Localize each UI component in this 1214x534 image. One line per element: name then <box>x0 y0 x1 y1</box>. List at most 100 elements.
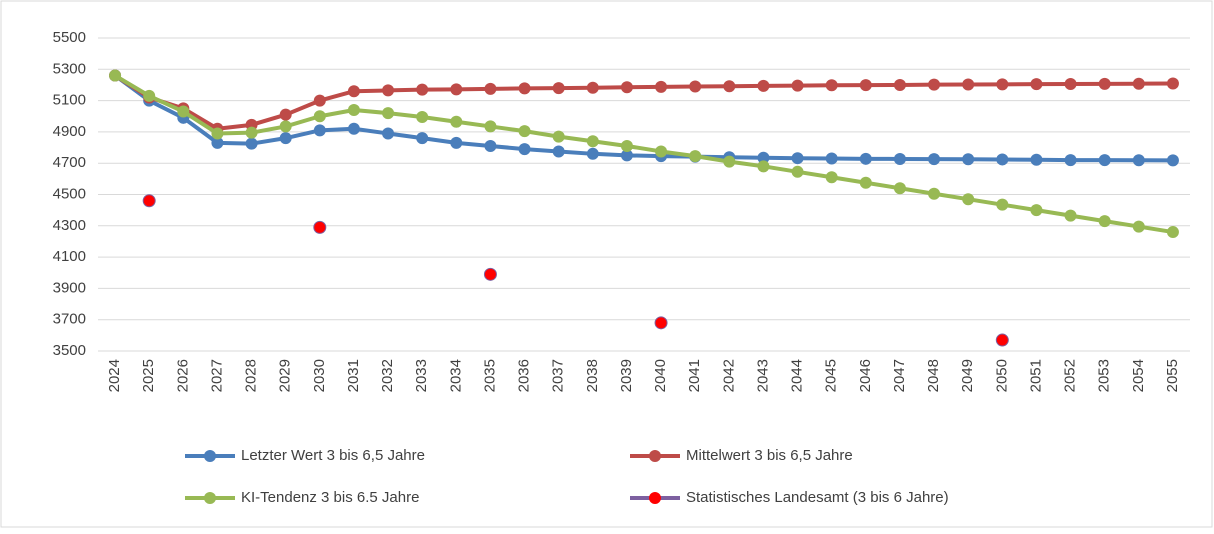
data-point <box>928 153 941 166</box>
data-point <box>1030 78 1043 91</box>
data-point <box>347 85 360 98</box>
x-tick-label: 2042 <box>720 359 737 392</box>
x-tick-label: 2036 <box>516 359 533 392</box>
data-point <box>654 316 668 330</box>
x-tick-label: 2025 <box>140 359 157 392</box>
data-point <box>382 84 395 97</box>
data-point <box>279 108 292 121</box>
data-point <box>1132 77 1145 90</box>
data-point <box>347 103 360 116</box>
legend-label: Letzter Wert 3 bis 6,5 Jahre <box>241 447 425 464</box>
data-point <box>382 127 395 140</box>
legend-marker <box>204 450 216 462</box>
data-point <box>962 78 975 91</box>
data-point <box>1166 77 1179 90</box>
data-point <box>484 120 497 133</box>
data-point <box>382 107 395 120</box>
data-point <box>1098 154 1111 167</box>
data-point <box>757 151 770 164</box>
y-tick-label: 3500 <box>53 342 86 359</box>
data-point <box>962 193 975 206</box>
data-point <box>689 150 702 163</box>
legend-label: KI-Tendenz 3 bis 6.5 Jahre <box>241 489 419 506</box>
data-point <box>279 120 292 133</box>
y-tick-label: 5100 <box>53 92 86 109</box>
data-point <box>416 83 429 96</box>
data-point <box>586 147 599 160</box>
data-point <box>1030 153 1043 166</box>
y-tick-label: 4900 <box>53 123 86 140</box>
x-tick-label: 2038 <box>584 359 601 392</box>
data-point <box>962 153 975 166</box>
data-point <box>723 80 736 93</box>
data-point <box>177 105 190 118</box>
data-point <box>450 136 463 149</box>
data-point <box>859 152 872 165</box>
x-tick-label: 2026 <box>174 359 191 392</box>
legend-marker <box>649 450 661 462</box>
x-tick-label: 2039 <box>618 359 635 392</box>
data-point <box>859 79 872 92</box>
data-point <box>655 145 668 158</box>
data-point <box>347 122 360 135</box>
legend-marker <box>649 492 661 504</box>
data-point <box>655 80 668 93</box>
data-point <box>313 124 326 137</box>
x-tick-label: 2029 <box>277 359 294 392</box>
data-point <box>1098 77 1111 90</box>
legend-label: Statistisches Landesamt (3 bis 6 Jahre) <box>686 489 949 506</box>
x-tick-label: 2031 <box>345 359 362 392</box>
data-point <box>1166 226 1179 239</box>
data-point <box>245 137 258 150</box>
x-tick-label: 2037 <box>550 359 567 392</box>
data-point <box>791 79 804 92</box>
y-tick-label: 3900 <box>53 279 86 296</box>
data-point <box>484 139 497 152</box>
y-tick-label: 4500 <box>53 185 86 202</box>
data-point <box>483 267 497 281</box>
x-tick-label: 2047 <box>891 359 908 392</box>
data-point <box>586 135 599 148</box>
x-tick-label: 2034 <box>447 359 464 392</box>
x-tick-label: 2050 <box>993 359 1010 392</box>
x-tick-label: 2051 <box>1027 359 1044 392</box>
data-point <box>313 94 326 107</box>
data-point <box>211 136 224 149</box>
data-point <box>416 111 429 124</box>
data-point <box>825 171 838 184</box>
data-point <box>416 132 429 145</box>
y-tick-label: 4100 <box>53 248 86 265</box>
x-tick-label: 2044 <box>789 359 806 392</box>
data-point <box>996 78 1009 91</box>
data-point <box>552 145 565 158</box>
data-point <box>620 149 633 162</box>
data-point <box>996 198 1009 211</box>
data-point <box>1132 220 1145 233</box>
data-point <box>757 79 770 92</box>
data-point <box>928 78 941 91</box>
data-point <box>1030 204 1043 217</box>
data-point <box>1064 78 1077 91</box>
data-point <box>313 220 327 234</box>
data-point <box>313 110 326 123</box>
x-tick-label: 2053 <box>1096 359 1113 392</box>
data-point <box>859 176 872 189</box>
x-tick-label: 2040 <box>652 359 669 392</box>
x-tick-label: 2028 <box>243 359 260 392</box>
x-tick-label: 2054 <box>1130 359 1147 392</box>
data-point <box>757 160 770 173</box>
x-tick-label: 2041 <box>686 359 703 392</box>
x-tick-label: 2049 <box>959 359 976 392</box>
data-point <box>825 152 838 165</box>
x-tick-label: 2046 <box>857 359 874 392</box>
data-point <box>723 155 736 168</box>
data-point <box>825 79 838 92</box>
x-tick-label: 2030 <box>311 359 328 392</box>
data-point <box>689 80 702 93</box>
x-tick-label: 2027 <box>208 359 225 392</box>
x-tick-label: 2032 <box>379 359 396 392</box>
data-point <box>995 333 1009 347</box>
x-tick-label: 2055 <box>1164 359 1181 392</box>
